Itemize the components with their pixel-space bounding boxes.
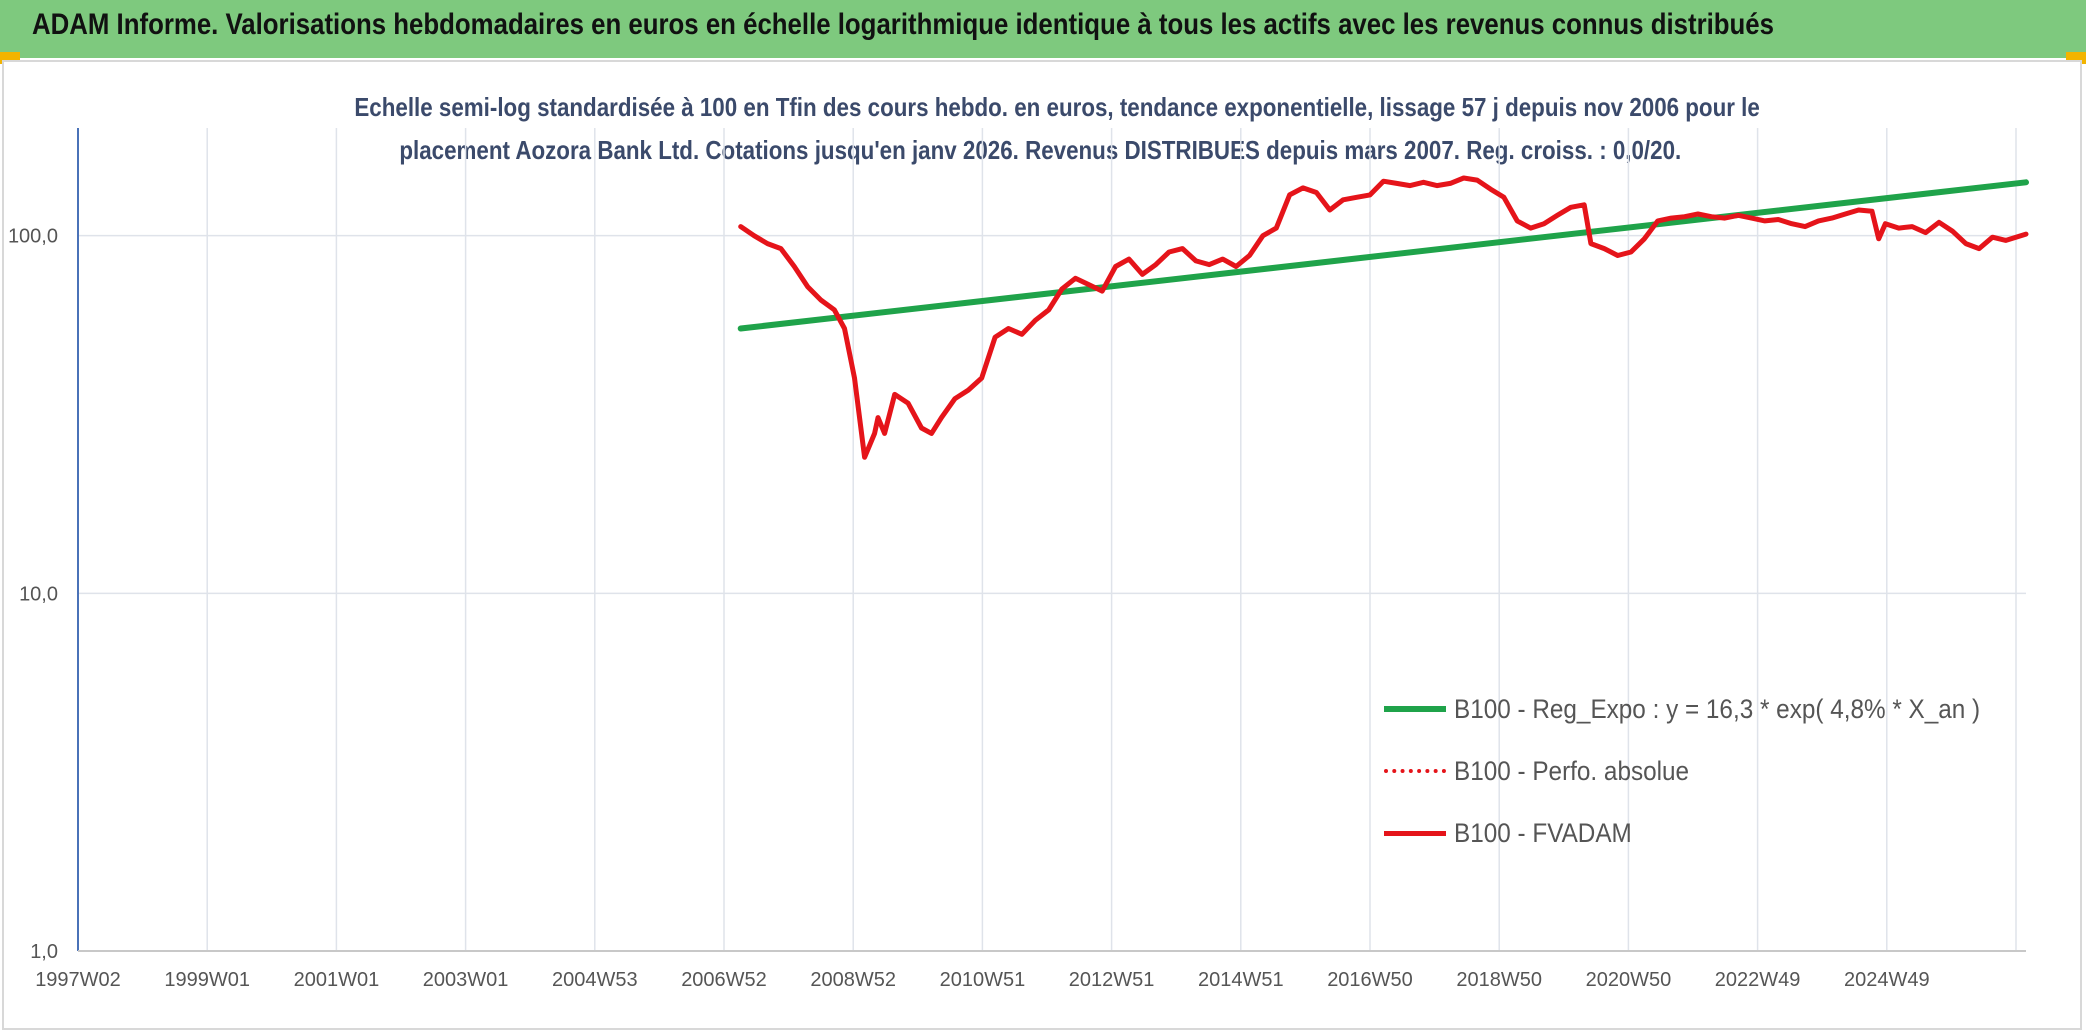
x-tick-label: 2022W49 — [1715, 969, 1801, 991]
x-tick-label: 2016W50 — [1327, 969, 1413, 991]
chart-frame — [2, 60, 2082, 1030]
y-tick-label: 10,0 — [19, 583, 58, 605]
legend-swatch-perfo-absolue — [1384, 769, 1446, 773]
x-tick-label: 2024W49 — [1844, 969, 1930, 991]
x-tick-label: 2018W50 — [1456, 969, 1542, 991]
x-tick-label: 2020W50 — [1586, 969, 1672, 991]
y-tick-label: 1,0 — [30, 941, 58, 963]
x-tick-label: 2014W51 — [1198, 969, 1284, 991]
x-tick-label: 2012W51 — [1069, 969, 1155, 991]
x-tick-label: 1997W02 — [35, 969, 121, 991]
legend-item-fvadam: B100 - FVADAM — [1384, 813, 1652, 853]
legend-swatch-regression — [1384, 706, 1446, 712]
x-tick-label: 2003W01 — [423, 969, 509, 991]
y-tick-label: 100,0 — [8, 226, 58, 248]
legend-label-perfo-absolue: B100 - Perfo. absolue — [1454, 755, 1690, 786]
x-tick-label: 2004W53 — [552, 969, 638, 991]
header-bar: ADAM Informe. Valorisations hebdomadaire… — [0, 0, 2086, 58]
x-tick-label: 1999W01 — [164, 969, 250, 991]
chart-title: Echelle semi-log standardisée à 100 en T… — [240, 86, 1840, 172]
fvadam-line — [738, 175, 2029, 460]
legend-label-regression: B100 - Reg_Expo : y = 16,3 * exp( 4,8% *… — [1454, 693, 1981, 724]
x-tick-label: 2001W01 — [294, 969, 380, 991]
page-title: ADAM Informe. Valorisations hebdomadaire… — [32, 8, 1774, 41]
chart-title-line-1: Echelle semi-log standardisée à 100 en T… — [354, 92, 1760, 122]
regression-line — [737, 179, 2029, 332]
x-tick-label: 2006W52 — [681, 969, 767, 991]
chart-title-line-2: placement Aozora Bank Ltd. Cotations jus… — [399, 135, 1681, 165]
x-tick-label: 2010W51 — [940, 969, 1026, 991]
legend-item-perfo-absolue: B100 - Perfo. absolue — [1384, 751, 1715, 791]
legend-swatch-fvadam — [1384, 830, 1446, 836]
legend-item-regression: B100 - Reg_Expo : y = 16,3 * exp( 4,8% *… — [1384, 689, 2039, 729]
legend-label-fvadam: B100 - FVADAM — [1454, 817, 1632, 848]
x-tick-label: 2008W52 — [810, 969, 896, 991]
